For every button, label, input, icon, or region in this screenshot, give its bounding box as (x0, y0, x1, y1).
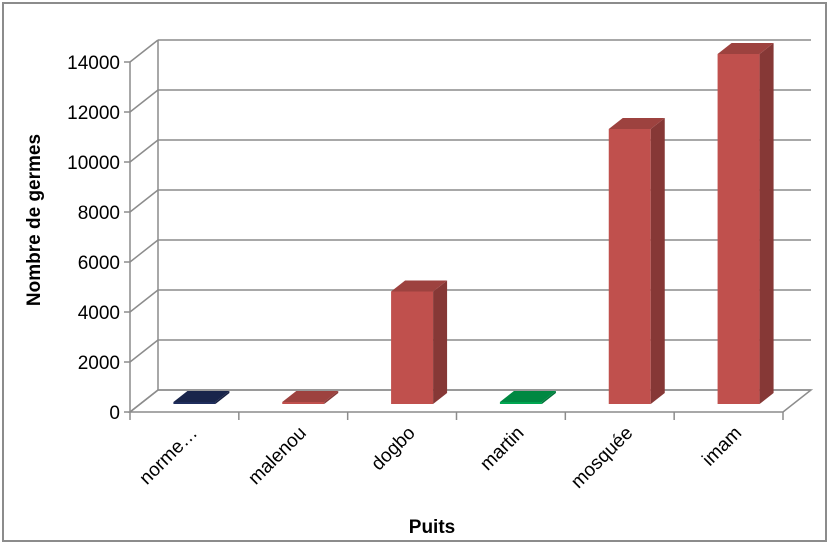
bar (173, 391, 230, 404)
bar-side (324, 391, 339, 404)
bar-front (391, 291, 434, 404)
y-tick-label: 4000 (78, 303, 120, 324)
bar (608, 118, 665, 404)
bar-side (433, 280, 448, 404)
bar-top (282, 391, 339, 402)
x-axis-title: Puits (409, 517, 455, 538)
bar-front (282, 402, 325, 404)
gridline-side (129, 139, 159, 163)
y-tick-label: 12000 (67, 103, 120, 124)
bar-top (173, 391, 230, 402)
y-tick-label: 10000 (67, 153, 120, 174)
bar-side (541, 391, 556, 404)
y-tick-label: 0 (109, 403, 120, 424)
bar-top (717, 43, 774, 54)
bar (717, 43, 774, 404)
y-axis-title: Nombre de germes (24, 134, 45, 306)
bar-front (717, 54, 760, 404)
y-axis-ticks: 0 2000 4000 6000 8000 10000 12000 14000 (67, 53, 120, 424)
y-tick-label: 14000 (67, 53, 120, 74)
gridline-side (129, 39, 159, 63)
bar-front (608, 129, 651, 404)
y-tick-label: 2000 (78, 353, 120, 374)
gridline-side (129, 389, 159, 413)
y-tick-label: 6000 (78, 253, 120, 274)
gridlines (124, 39, 811, 420)
bar-side (759, 43, 774, 404)
bar-side (650, 118, 665, 404)
gridline-side (129, 189, 159, 213)
bar (282, 391, 339, 404)
gridline-side (129, 289, 159, 313)
bar-side (215, 391, 230, 404)
gridline-side (129, 239, 159, 263)
gridline-side (129, 89, 159, 113)
bar (391, 280, 448, 404)
bar-top (608, 118, 665, 129)
bar-top (499, 391, 556, 402)
gridline-side (129, 339, 159, 363)
bars (173, 43, 774, 404)
bar-front (499, 402, 542, 404)
bar-top (391, 280, 448, 292)
y-tick-label: 8000 (78, 203, 120, 224)
bar-front (173, 402, 216, 404)
bar (499, 391, 556, 404)
